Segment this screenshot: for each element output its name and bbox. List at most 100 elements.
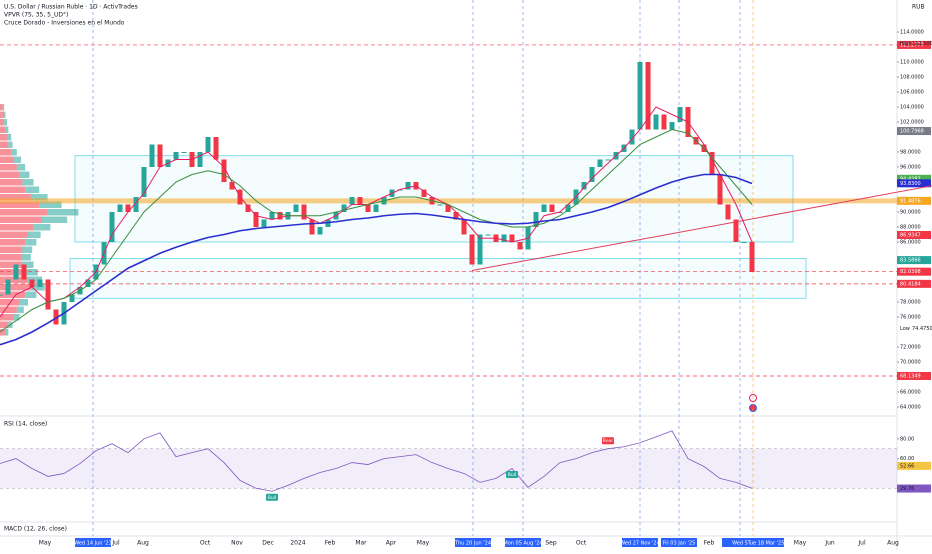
candle <box>637 62 643 130</box>
extreme-label: 74.4750 <box>912 326 932 332</box>
rsi-tick-label: 60.00 <box>900 456 914 462</box>
candle <box>477 234 483 265</box>
volume-profile-up <box>21 253 31 261</box>
time-highlight <box>455 538 491 547</box>
volume-profile-up <box>25 238 37 246</box>
time-label: Jul <box>111 540 120 547</box>
volume-profile-down <box>0 156 14 164</box>
time-highlight <box>505 538 541 547</box>
candle <box>125 204 131 212</box>
candle <box>501 234 507 242</box>
candle <box>0 294 3 296</box>
candle <box>21 264 27 280</box>
candle <box>453 211 459 220</box>
candle <box>205 137 211 153</box>
time-label: 2024 <box>290 540 305 547</box>
time-highlight <box>748 538 784 547</box>
candle <box>565 204 571 212</box>
candle <box>157 144 163 168</box>
candle <box>749 241 755 272</box>
volume-profile-up <box>25 291 37 298</box>
price-tag <box>897 230 931 239</box>
candle <box>37 279 43 287</box>
volume-profile-down <box>0 223 34 231</box>
candle <box>213 137 219 160</box>
candle <box>509 234 515 242</box>
time-label: Fri 03 Jan '25 <box>663 541 696 547</box>
volume-profile-up <box>2 104 5 111</box>
time-highlight <box>622 538 658 547</box>
candle <box>29 279 35 287</box>
candle <box>485 234 491 236</box>
y-tick-label: 102.0000 <box>900 120 924 126</box>
time-highlight <box>661 538 697 547</box>
y-tick-label: 110.0000 <box>900 60 924 66</box>
volume-profile-down <box>0 111 5 119</box>
time-label: Wed 27 Nov '24 <box>620 541 660 547</box>
price-tag-label: 93.8300 <box>900 181 921 187</box>
time-label: Feb <box>325 540 336 547</box>
candle <box>13 264 19 280</box>
rsi-tick-label: 80.00 <box>900 436 914 442</box>
candle <box>597 159 603 168</box>
candle <box>365 204 371 212</box>
candle <box>149 144 155 168</box>
time-label: Tue 18 Mar '25 <box>747 541 785 547</box>
volume-profile-up <box>11 149 17 156</box>
candle <box>277 211 283 220</box>
price-tag-label: 112.2777 <box>900 42 924 48</box>
candle <box>421 189 427 198</box>
extreme-name: High <box>900 41 912 47</box>
volume-profile-up <box>39 201 62 209</box>
candle <box>197 152 203 168</box>
y-tick-label: 72.0000 <box>900 344 921 350</box>
y-tick-label: 70.0000 <box>900 359 921 365</box>
moving-average <box>0 128 753 333</box>
volume-profile-down <box>0 291 26 298</box>
candle <box>317 226 323 235</box>
rsi-signal <box>506 471 518 478</box>
candle <box>261 219 267 227</box>
price-tag <box>897 371 931 380</box>
volume-profile-up <box>19 171 30 179</box>
volume-profile-up <box>22 179 34 186</box>
y-tick-label: 66.0000 <box>900 389 921 395</box>
volume-profile-down <box>0 149 12 156</box>
volume-profile-up <box>47 208 79 216</box>
y-tick-label: 98.0000 <box>900 150 921 156</box>
moving-average <box>0 106 753 318</box>
volume-profile-down <box>0 268 26 276</box>
volume-profile-down <box>0 208 48 216</box>
volume-profile-down <box>0 298 20 306</box>
time-label: Oct <box>200 540 211 547</box>
time-label: Mar <box>355 540 367 547</box>
rsi-signal <box>266 493 278 501</box>
volume-profile-down <box>0 186 26 194</box>
time-label: Thu 20 Jun '24 <box>454 541 491 547</box>
volume-profile-down <box>0 171 20 179</box>
volume-profile-down <box>0 216 42 223</box>
zone-box <box>69 258 807 299</box>
candle <box>357 197 363 205</box>
y-tick-label: 106.0000 <box>900 90 924 96</box>
volume-profile-up <box>25 268 38 276</box>
candle <box>629 129 635 145</box>
chart-title: U.S. Dollar / Russian Ruble · 1D · Activ… <box>4 4 138 11</box>
candle <box>445 204 451 212</box>
volume-profile-down <box>0 119 5 126</box>
candle <box>605 159 611 161</box>
candle <box>85 279 91 287</box>
time-highlight <box>722 538 758 547</box>
y-tick-label: 76.0000 <box>900 314 921 320</box>
candle <box>269 211 275 220</box>
rsi-tag-label: 52.66 <box>900 463 914 469</box>
macd-label: MACD (12, 26, close) <box>4 526 67 533</box>
candle <box>349 197 355 205</box>
rsi-line <box>0 430 753 492</box>
time-label: Jul <box>857 540 866 547</box>
trendline <box>471 185 932 271</box>
volume-profile-down <box>0 104 3 111</box>
time-label: Aug <box>137 540 149 547</box>
volume-profile-down <box>0 306 17 313</box>
